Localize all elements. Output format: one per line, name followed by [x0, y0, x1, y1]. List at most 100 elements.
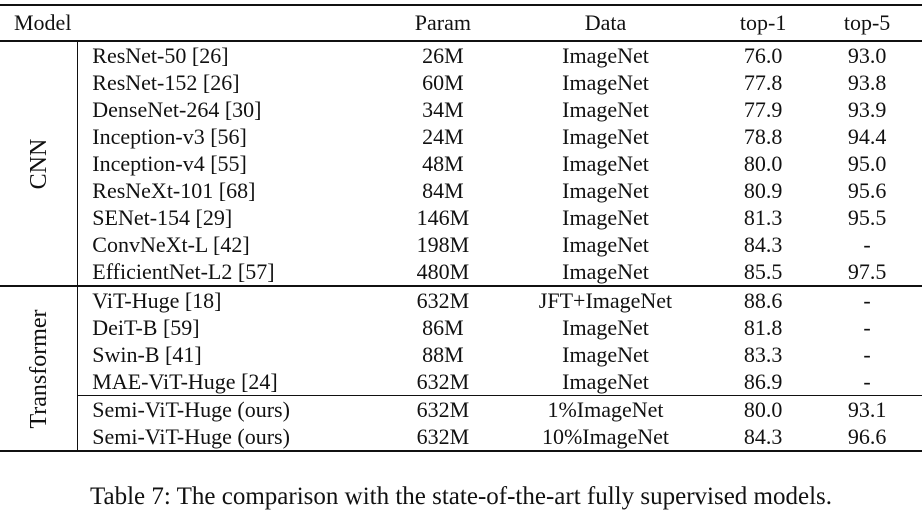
param-cell: 60M — [422, 69, 464, 95]
header-top1: top-1 — [739, 10, 787, 35]
table-row: ResNeXt-101 [68] 84M ImageNet 80.9 95.6 — [0, 177, 922, 204]
table-row: Swin-B [41] 88M ImageNet 83.3 - — [0, 341, 922, 368]
table-row: CNN ResNet-50 [26] 26M ImageNet 76.0 93.0 — [0, 41, 922, 286]
model-cell: DenseNet-264 [30] — [92, 96, 262, 122]
top5-cell: 96.6 — [847, 423, 887, 449]
group-cnn-label: CNN — [25, 138, 52, 189]
model-cell: Semi-ViT-Huge (ours) — [92, 396, 290, 422]
param-cell: 632M — [416, 423, 470, 449]
data-cell: ImageNet — [562, 96, 649, 122]
param-cell: 48M — [422, 150, 464, 176]
top5-cell: - — [863, 287, 871, 313]
data-cell: ImageNet — [562, 177, 649, 203]
top5-cell: 93.0 — [847, 42, 887, 68]
top5-cell: 97.5 — [847, 258, 887, 284]
table-row: Semi-ViT-Huge (ours) 632M 10%ImageNet 84.3 9… — [0, 423, 922, 451]
data-cell: ImageNet — [562, 204, 649, 230]
param-cell: 146M — [416, 204, 470, 230]
top5-cell: 93.1 — [847, 396, 887, 422]
header-model: Model — [14, 10, 72, 35]
model-cell: ViT-Huge [18] — [92, 287, 222, 313]
data-cell: ImageNet — [562, 314, 649, 340]
top1-cell: 80.0 — [743, 396, 783, 422]
table-row: DenseNet-264 [30] 34M ImageNet 77.9 93.9 — [0, 96, 922, 123]
data-cell: 1%ImageNet — [547, 396, 664, 422]
param-cell: 88M — [422, 341, 464, 367]
table-row: ResNet-152 [26] 60M ImageNet 77.8 93.8 — [0, 69, 922, 96]
top1-cell: 84.3 — [743, 423, 783, 449]
header-data: Data — [584, 10, 627, 35]
top1-cell: 77.9 — [743, 96, 783, 122]
param-cell: 26M — [422, 42, 464, 68]
param-cell: 34M — [422, 96, 464, 122]
cnn-section: CNN ResNet-50 [26] 26M ImageNet 76.0 93.0 ResN… — [0, 41, 922, 286]
model-cell: Inception-v4 [55] — [92, 150, 247, 176]
param-cell: 24M — [422, 123, 464, 149]
data-cell: JFT+ImageNet — [538, 287, 673, 313]
table-row: EfficientNet-L2 [57] 480M ImageNet 85.5 97.5 — [0, 258, 922, 286]
table-caption: Table 7: The comparison with the state-o… — [89, 483, 833, 510]
top1-cell: 77.8 — [743, 69, 783, 95]
header-param: Param — [414, 10, 471, 35]
model-cell: ConvNeXt-L [42] — [92, 231, 250, 257]
top1-cell: 85.5 — [743, 258, 783, 284]
transformer-section: Transformer ViT-Huge [18] 632M JFT+ImageNet… — [0, 285, 922, 451]
table-row: MAE-ViT-Huge [24] 632M ImageNet 86.9 - — [0, 368, 922, 396]
model-cell: EfficientNet-L2 [57] — [92, 258, 275, 284]
data-cell: ImageNet — [562, 341, 649, 367]
table-header-row: Model Param Data top-1 top-5 — [0, 5, 922, 41]
data-cell: 10%ImageNet — [541, 423, 670, 449]
header-top5: top-5 — [843, 10, 891, 35]
param-cell: 84M — [422, 177, 464, 203]
top5-cell: 93.9 — [847, 96, 887, 122]
top1-cell: 83.3 — [743, 341, 783, 367]
data-cell: ImageNet — [562, 42, 649, 68]
model-cell: Inception-v3 [56] — [92, 123, 247, 149]
table-row: Inception-v4 [55] 48M ImageNet 80.0 95.0 — [0, 150, 922, 177]
top5-cell: - — [863, 341, 871, 367]
top1-cell: 84.3 — [743, 231, 783, 257]
param-cell: 632M — [416, 368, 470, 394]
top1-cell: 81.8 — [743, 314, 783, 340]
model-cell: ResNet-50 [26] — [92, 42, 229, 68]
data-cell: ImageNet — [562, 258, 649, 284]
top1-cell: 88.6 — [743, 287, 783, 313]
model-cell: Semi-ViT-Huge (ours) — [92, 423, 290, 449]
table-row: ConvNeXt-L [42] 198M ImageNet 84.3 - — [0, 231, 922, 258]
group-transformer: Transformer — [0, 285, 79, 451]
model-cell: ResNet-152 [26] — [92, 69, 240, 95]
param-cell: 632M — [416, 287, 470, 313]
model-cell: Swin-B [41] — [92, 341, 202, 367]
top5-cell: - — [863, 231, 871, 257]
group-cnn: CNN — [0, 41, 79, 286]
param-cell: 86M — [422, 314, 464, 340]
table-row: Inception-v3 [56] 24M ImageNet 78.8 94.4 — [0, 123, 922, 150]
top1-cell: 78.8 — [743, 123, 783, 149]
table-row: DeiT-B [59] 86M ImageNet 81.8 - — [0, 314, 922, 341]
model-cell: DeiT-B [59] — [92, 314, 200, 340]
top1-cell: 76.0 — [743, 42, 783, 68]
data-cell: ImageNet — [562, 150, 649, 176]
top5-cell: 95.5 — [847, 204, 887, 230]
top1-cell: 86.9 — [743, 368, 783, 394]
top1-cell: 81.3 — [743, 204, 783, 230]
param-cell: 632M — [416, 396, 470, 422]
param-cell: 480M — [416, 258, 470, 284]
model-cell: MAE-ViT-Huge [24] — [92, 368, 278, 394]
data-cell: ImageNet — [562, 69, 649, 95]
model-cell: ResNeXt-101 [68] — [92, 177, 256, 203]
top5-cell: 95.0 — [847, 150, 887, 176]
data-cell: ImageNet — [562, 231, 649, 257]
table-row: SENet-154 [29] 146M ImageNet 81.3 95.5 — [0, 204, 922, 231]
top1-cell: 80.9 — [743, 177, 783, 203]
top5-cell: 95.6 — [847, 177, 887, 203]
data-cell: ImageNet — [562, 123, 649, 149]
group-transformer-label: Transformer — [25, 308, 52, 429]
table-row: Transformer ViT-Huge [18] 632M JFT+ImageNet… — [0, 285, 922, 451]
top1-cell: 80.0 — [743, 150, 783, 176]
top5-cell: - — [863, 314, 871, 340]
table-row: Semi-ViT-Huge (ours) 632M 1%ImageNet 80.0 93… — [0, 395, 922, 424]
model-cell: SENet-154 [29] — [92, 204, 233, 230]
param-cell: 198M — [416, 231, 470, 257]
